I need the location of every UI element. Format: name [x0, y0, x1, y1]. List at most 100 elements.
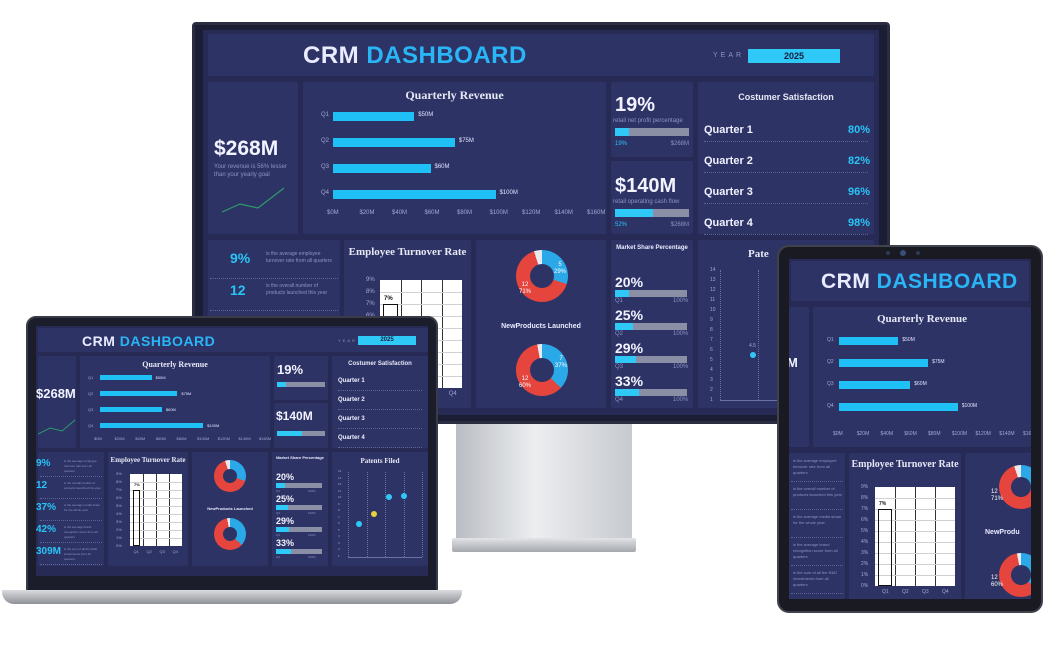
market-share-track [615, 356, 687, 363]
patents-y-tick: 9 [338, 501, 340, 506]
satisfaction-divider [704, 234, 868, 235]
revenue-bar [333, 190, 496, 199]
stat-value: 9% [230, 250, 251, 266]
donut-hole-1 [530, 264, 554, 288]
laptop-net-profit-value: 19% [277, 362, 304, 377]
satisfaction-divider [338, 409, 422, 410]
quarter-label: Q1 [88, 375, 94, 380]
satisfaction-divider [704, 141, 868, 142]
title-dashboard: DASHBOARD [366, 42, 527, 69]
revenue-bar [839, 403, 958, 411]
turnover-gridline [875, 575, 955, 576]
laptop-revenue-value: $268M [36, 386, 76, 401]
market-share-quarter: Q3 [276, 533, 281, 537]
laptop-base [2, 590, 462, 604]
stat-text: is the average brand recognition score f… [64, 525, 98, 539]
laptop-patents-title: Patents Filed [360, 457, 400, 465]
turnover-y-tick: 0% [116, 543, 122, 548]
quarter-label: Q4 [321, 190, 330, 196]
turnover-gridline [156, 474, 157, 546]
patents-y-tick: 5 [338, 527, 340, 532]
turnover-y-tick: 8% [366, 289, 375, 295]
patents-y-tick: 13 [338, 475, 342, 480]
laptop-operating-fill [277, 431, 302, 436]
tablet-donut1-label: 12 71% [991, 489, 1004, 502]
turnover-gridline [143, 474, 144, 546]
turnover-y-tick: 9% [861, 484, 869, 490]
patents-y-tick: 8 [338, 508, 340, 512]
patents-y-tick: 3 [338, 540, 340, 545]
market-share-value: 29% [615, 340, 644, 356]
laptop-turnover-panel: Employee Turnover Rate 9% 8% 7% 6% 5% 4% 3% 2% 1… [108, 452, 188, 566]
market-share-quarter: Q2 [276, 511, 281, 515]
laptop-new-products-panel: NewProducts Launched [192, 452, 268, 566]
turnover-x-tick: Q1 [133, 549, 139, 554]
revenue-tick-label: $80M [928, 431, 941, 437]
stat-value: 42% [36, 524, 57, 535]
turnover-gridline [130, 506, 182, 507]
tablet-quarterly-panel: Quarterly Revenue Q1 $50M Q2 $75M Q3 $60M Q4 $1… [813, 307, 1031, 447]
satisfaction-quarter-label: Quarter 4 [338, 435, 365, 441]
stat-divider [40, 564, 102, 565]
laptop-net-profit-track [277, 382, 325, 387]
quarter-label: Q3 [321, 164, 330, 170]
market-share-quarter: Q1 [276, 489, 281, 493]
market-share-max: 100% [308, 533, 316, 537]
stat-text: is the overall number of products launch… [64, 481, 101, 490]
quarter-label: Q2 [827, 359, 834, 365]
market-share-quarter: Q2 [615, 331, 624, 337]
stat-text: is the average media share for the whole… [793, 514, 842, 525]
laptop-quarterly-panel: Quarterly Revenue Q1 $50M Q2 $75M Q3 $60M Q4 $1… [80, 356, 271, 448]
patents-y-tick: 2 [710, 387, 713, 393]
market-share-fill [276, 505, 288, 510]
market-share-fill [276, 483, 286, 488]
operating-cash-high: $268M [670, 222, 689, 228]
market-share-track [615, 323, 687, 330]
patents-point-label: 4.5 [749, 342, 756, 349]
revenue-bar [839, 337, 899, 345]
new-products-panel: 5 29% 12 71% NewProducts Launched 7 37% 12 6… [476, 240, 606, 408]
laptop-satisfaction-panel: Costumer Satisfaction Quarter 1 Quarter 2… [332, 356, 428, 448]
turnover-gridline [130, 498, 182, 499]
patents-gridline [757, 270, 759, 400]
stat-text: is the average employee turnover rate fr… [64, 459, 97, 473]
tablet-revenue-value: M [789, 355, 798, 370]
turnover-y-tick: 3% [116, 519, 122, 524]
satisfaction-quarter-label: Quarter 4 [704, 217, 753, 229]
patents-gridline [366, 472, 368, 557]
header-panel: CRM DASHBOARD YEAR 2025 [208, 34, 874, 76]
tablet-camera-icon [900, 250, 906, 256]
patents-gridline [403, 472, 405, 557]
donut2-inner-label: 12 60% [518, 376, 531, 389]
market-share-fill [276, 527, 290, 532]
laptop-patents-panel: Patents Filed 14 13 12 11 10 9 8 7 6 5 4 3 2 1 [332, 452, 428, 566]
laptop-year-selector[interactable]: 2025 [358, 336, 416, 345]
tablet-donut-hole-2 [1011, 565, 1031, 585]
turnover-x-tick: Q2 [146, 549, 152, 554]
turnover-x-tick: Q2 [902, 589, 909, 595]
market-share-max: 100% [673, 298, 689, 304]
revenue-bar-label: $60M [434, 164, 450, 170]
stat-divider [791, 481, 843, 482]
patents-gridline [720, 270, 721, 400]
market-share-quarter: Q3 [615, 364, 624, 370]
stat-text: is the average brand recognition score f… [793, 542, 838, 559]
revenue-bar-label: $60M [165, 407, 176, 412]
turnover-y-tick: 6% [861, 517, 869, 523]
turnover-gridline [875, 542, 955, 543]
revenue-tick-label: $0M [833, 431, 843, 437]
year-selector[interactable]: 2025 [748, 49, 840, 63]
market-share-quarter: Q4 [615, 397, 624, 403]
patents-y-tick: 7 [710, 337, 713, 343]
stat-divider [40, 542, 102, 543]
quarterly-revenue-panel: Quarterly Revenue Q1 $50M Q2 $75M Q3 $60M Q4 $1… [303, 82, 606, 234]
patents-y-tick: 1 [338, 553, 340, 558]
quarter-label: Q1 [827, 337, 834, 343]
patents-y-tick: 2 [338, 547, 340, 551]
turnover-gridline [130, 482, 182, 483]
stat-divider [791, 537, 843, 538]
turnover-y-tick: 9% [366, 277, 375, 283]
market-share-track [276, 483, 322, 488]
quarter-label: Q1 [321, 112, 330, 118]
revenue-tick-label: $100M [489, 210, 508, 216]
